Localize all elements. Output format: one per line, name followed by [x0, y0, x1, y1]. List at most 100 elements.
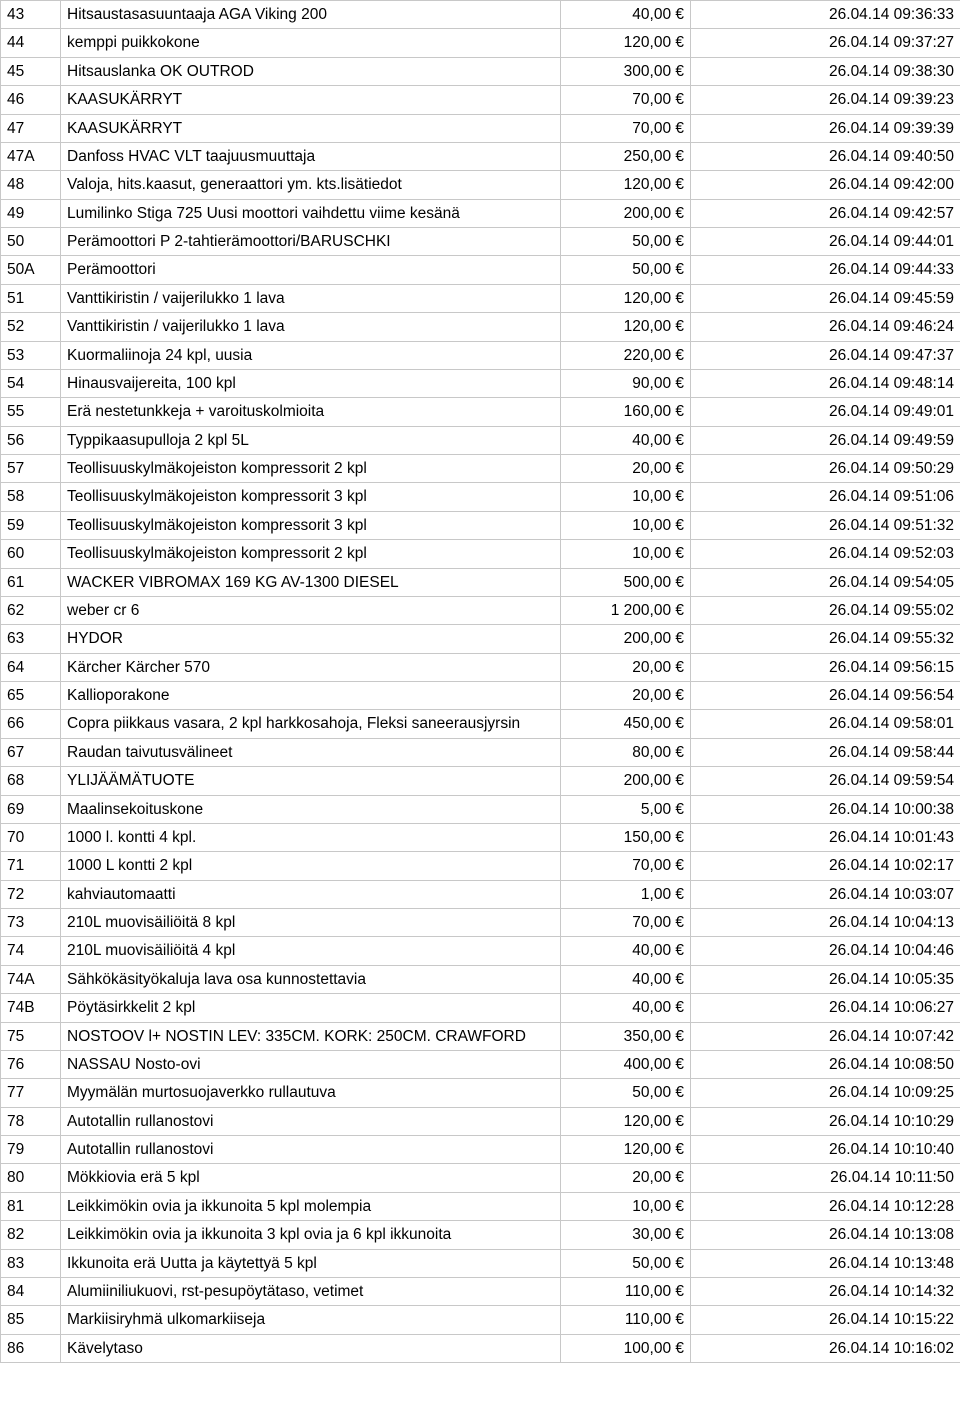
item-amount: 40,00 € — [561, 994, 691, 1022]
table-row: 84Alumiiniliukuovi, rst-pesupöytätaso, v… — [1, 1277, 960, 1305]
item-timestamp: 26.04.14 09:37:27 — [691, 29, 960, 57]
item-number: 69 — [1, 795, 61, 823]
item-number: 67 — [1, 738, 61, 766]
item-amount: 250,00 € — [561, 142, 691, 170]
item-timestamp: 26.04.14 10:13:08 — [691, 1221, 960, 1249]
item-amount: 110,00 € — [561, 1306, 691, 1334]
item-timestamp: 26.04.14 09:40:50 — [691, 142, 960, 170]
item-timestamp: 26.04.14 09:49:59 — [691, 426, 960, 454]
item-description: Teollisuuskylmäkojeiston kompressorit 3 … — [61, 511, 561, 539]
table-row: 711000 L kontti 2 kpl70,00 €26.04.14 10:… — [1, 852, 960, 880]
item-number: 65 — [1, 682, 61, 710]
table-row: 64Kärcher Kärcher 57020,00 €26.04.14 09:… — [1, 653, 960, 681]
table-row: 68YLIJÄÄMÄTUOTE200,00 €26.04.14 09:59:54 — [1, 767, 960, 795]
item-description: 1000 l. kontti 4 kpl. — [61, 823, 561, 851]
item-description: Mökkiovia erä 5 kpl — [61, 1164, 561, 1192]
item-description: Hinausvaijereita, 100 kpl — [61, 369, 561, 397]
item-amount: 50,00 € — [561, 228, 691, 256]
table-row: 57Teollisuuskylmäkojeiston kompressorit … — [1, 455, 960, 483]
item-number: 43 — [1, 1, 61, 29]
table-row: 62weber cr 61 200,00 €26.04.14 09:55:02 — [1, 596, 960, 624]
item-amount: 90,00 € — [561, 369, 691, 397]
item-amount: 120,00 € — [561, 29, 691, 57]
table-row: 74BPöytäsirkkelit 2 kpl40,00 €26.04.14 1… — [1, 994, 960, 1022]
table-row: 49Lumilinko Stiga 725 Uusi moottori vaih… — [1, 199, 960, 227]
item-amount: 100,00 € — [561, 1334, 691, 1362]
item-timestamp: 26.04.14 10:05:35 — [691, 965, 960, 993]
table-row: 77Myymälän murtosuojaverkko rullautuva50… — [1, 1079, 960, 1107]
item-description: Kuormaliinoja 24 kpl, uusia — [61, 341, 561, 369]
table-row: 82Leikkimökin ovia ja ikkunoita 3 kpl ov… — [1, 1221, 960, 1249]
item-description: Perämoottori P 2-tahtierämoottori/BARUSC… — [61, 228, 561, 256]
item-number: 51 — [1, 284, 61, 312]
item-number: 82 — [1, 1221, 61, 1249]
item-number: 62 — [1, 596, 61, 624]
item-timestamp: 26.04.14 10:02:17 — [691, 852, 960, 880]
item-amount: 160,00 € — [561, 398, 691, 426]
table-row: 58Teollisuuskylmäkojeiston kompressorit … — [1, 483, 960, 511]
item-number: 50A — [1, 256, 61, 284]
item-timestamp: 26.04.14 09:50:29 — [691, 455, 960, 483]
item-timestamp: 26.04.14 09:44:33 — [691, 256, 960, 284]
item-number: 86 — [1, 1334, 61, 1362]
table-row: 78Autotallin rullanostovi120,00 €26.04.1… — [1, 1107, 960, 1135]
item-description: WACKER VIBROMAX 169 KG AV-1300 DIESEL — [61, 568, 561, 596]
item-number: 58 — [1, 483, 61, 511]
item-timestamp: 26.04.14 09:58:01 — [691, 710, 960, 738]
item-number: 45 — [1, 57, 61, 85]
item-description: Hitsauslanka OK OUTROD — [61, 57, 561, 85]
item-description: Kävelytaso — [61, 1334, 561, 1362]
item-amount: 5,00 € — [561, 795, 691, 823]
table-row: 47KAASUKÄRRYT70,00 €26.04.14 09:39:39 — [1, 114, 960, 142]
item-number: 64 — [1, 653, 61, 681]
table-row: 50APerämoottori50,00 €26.04.14 09:44:33 — [1, 256, 960, 284]
item-description: Raudan taivutusvälineet — [61, 738, 561, 766]
item-timestamp: 26.04.14 10:04:13 — [691, 909, 960, 937]
item-timestamp: 26.04.14 10:06:27 — [691, 994, 960, 1022]
item-number: 85 — [1, 1306, 61, 1334]
item-amount: 120,00 € — [561, 171, 691, 199]
item-timestamp: 26.04.14 09:51:32 — [691, 511, 960, 539]
item-amount: 110,00 € — [561, 1277, 691, 1305]
item-description: NOSTOOV l+ NOSTIN LEV: 335CM. KORK: 250C… — [61, 1022, 561, 1050]
item-timestamp: 26.04.14 10:11:50 — [691, 1164, 960, 1192]
item-description: Perämoottori — [61, 256, 561, 284]
item-timestamp: 26.04.14 10:07:42 — [691, 1022, 960, 1050]
item-description: HYDOR — [61, 625, 561, 653]
item-timestamp: 26.04.14 10:14:32 — [691, 1277, 960, 1305]
item-number: 81 — [1, 1192, 61, 1220]
item-timestamp: 26.04.14 09:42:00 — [691, 171, 960, 199]
item-amount: 300,00 € — [561, 57, 691, 85]
item-number: 76 — [1, 1050, 61, 1078]
item-timestamp: 26.04.14 10:13:48 — [691, 1249, 960, 1277]
item-amount: 40,00 € — [561, 1, 691, 29]
item-description: Alumiiniliukuovi, rst-pesupöytätaso, vet… — [61, 1277, 561, 1305]
item-timestamp: 26.04.14 09:45:59 — [691, 284, 960, 312]
item-description: Autotallin rullanostovi — [61, 1107, 561, 1135]
item-amount: 40,00 € — [561, 965, 691, 993]
table-row: 59Teollisuuskylmäkojeiston kompressorit … — [1, 511, 960, 539]
item-timestamp: 26.04.14 09:58:44 — [691, 738, 960, 766]
item-description: Leikkimökin ovia ja ikkunoita 3 kpl ovia… — [61, 1221, 561, 1249]
item-timestamp: 26.04.14 09:55:02 — [691, 596, 960, 624]
item-description: Kallioporakone — [61, 682, 561, 710]
item-number: 46 — [1, 86, 61, 114]
item-description: Teollisuuskylmäkojeiston kompressorit 2 … — [61, 455, 561, 483]
item-timestamp: 26.04.14 10:12:28 — [691, 1192, 960, 1220]
item-description: Maalinsekoituskone — [61, 795, 561, 823]
table-row: 55Erä nestetunkkeja + varoituskolmioita1… — [1, 398, 960, 426]
item-description: KAASUKÄRRYT — [61, 86, 561, 114]
item-description: Teollisuuskylmäkojeiston kompressorit 2 … — [61, 540, 561, 568]
table-row: 51Vanttikiristin / vaijerilukko 1 lava12… — [1, 284, 960, 312]
item-amount: 1 200,00 € — [561, 596, 691, 624]
item-timestamp: 26.04.14 10:00:38 — [691, 795, 960, 823]
item-timestamp: 26.04.14 10:09:25 — [691, 1079, 960, 1107]
table-row: 48Valoja, hits.kaasut, generaattori ym. … — [1, 171, 960, 199]
item-amount: 10,00 € — [561, 540, 691, 568]
table-row: 61WACKER VIBROMAX 169 KG AV-1300 DIESEL5… — [1, 568, 960, 596]
table-row: 43Hitsaustasasuuntaaja AGA Viking 20040,… — [1, 1, 960, 29]
item-amount: 10,00 € — [561, 483, 691, 511]
table-row: 65Kallioporakone20,00 €26.04.14 09:56:54 — [1, 682, 960, 710]
table-row: 67Raudan taivutusvälineet80,00 €26.04.14… — [1, 738, 960, 766]
table-row: 79Autotallin rullanostovi120,00 €26.04.1… — [1, 1136, 960, 1164]
